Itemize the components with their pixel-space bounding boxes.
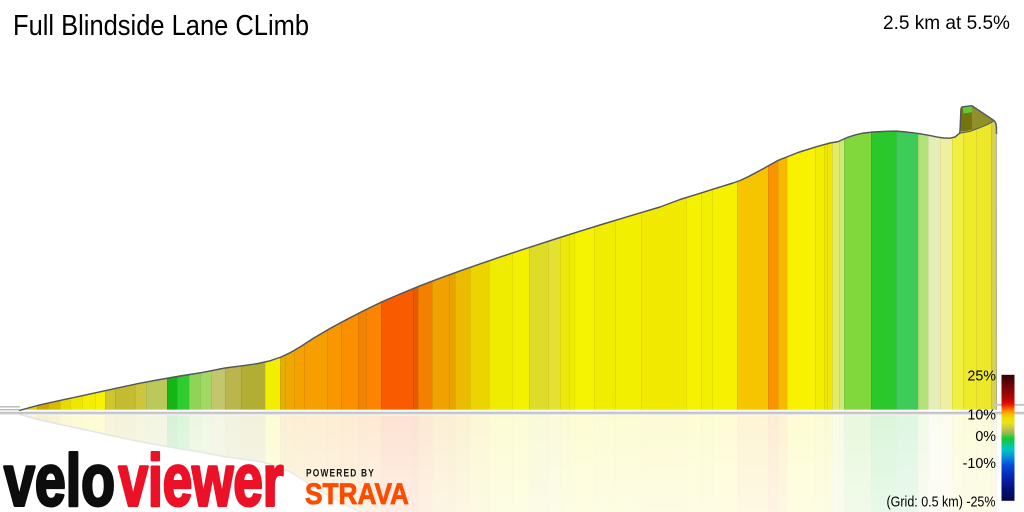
svg-text:0%: 0%	[975, 429, 996, 445]
svg-text:STRAVA: STRAVA	[305, 478, 409, 511]
svg-text:10%: 10%	[967, 407, 996, 423]
svg-text:Full Blindside Lane CLimb: Full Blindside Lane CLimb	[13, 10, 309, 42]
svg-text:velo: velo	[4, 441, 115, 512]
svg-text:-10%: -10%	[963, 456, 997, 472]
svg-text:POWERED BY: POWERED BY	[306, 468, 375, 480]
svg-text:25%: 25%	[967, 368, 996, 384]
svg-text:viewer: viewer	[119, 441, 284, 512]
svg-text:2.5 km at 5.5%: 2.5 km at 5.5%	[883, 12, 1010, 34]
svg-text:(Grid: 0.5 km) -25%: (Grid: 0.5 km) -25%	[887, 494, 996, 510]
